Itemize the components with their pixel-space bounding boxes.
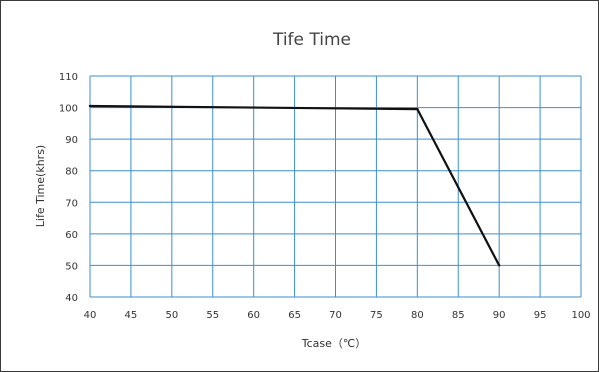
y-tick-label: 80 xyxy=(65,167,78,178)
y-tick-label: 100 xyxy=(59,104,78,115)
x-axis-label: Tcase（℃） xyxy=(301,337,367,350)
data-point xyxy=(497,264,501,267)
y-tick-label: 90 xyxy=(65,135,78,146)
series-group xyxy=(88,104,501,267)
x-tick-label: 40 xyxy=(84,310,97,321)
y-tick-label: 60 xyxy=(65,230,78,241)
x-tick-label: 95 xyxy=(534,310,547,321)
x-tick-label: 75 xyxy=(370,310,383,321)
x-axis-ticks: 40 45 50 55 60 65 70 75 80 85 90 95 100 xyxy=(84,310,591,321)
x-tick-label: 85 xyxy=(452,310,465,321)
y-tick-label: 110 xyxy=(59,72,78,83)
x-tick-label: 70 xyxy=(329,310,342,321)
y-tick-label: 40 xyxy=(65,293,78,304)
y-axis-label: Life Time(khrs) xyxy=(34,145,47,227)
x-tick-label: 55 xyxy=(206,310,219,321)
chart-title: Tife Time xyxy=(272,30,351,50)
x-tick-label: 45 xyxy=(125,310,138,321)
y-tick-label: 50 xyxy=(65,261,78,272)
x-tick-label: 90 xyxy=(493,310,506,321)
y-tick-label: 70 xyxy=(65,198,78,209)
data-point xyxy=(88,104,92,108)
x-tick-label: 100 xyxy=(571,310,590,321)
data-point xyxy=(416,107,419,111)
x-tick-label: 80 xyxy=(411,310,424,321)
y-axis-ticks: 40 50 60 70 80 90 100 110 xyxy=(59,72,78,304)
x-tick-label: 50 xyxy=(165,310,178,321)
x-tick-label: 60 xyxy=(247,310,260,321)
x-tick-label: 65 xyxy=(288,310,301,321)
